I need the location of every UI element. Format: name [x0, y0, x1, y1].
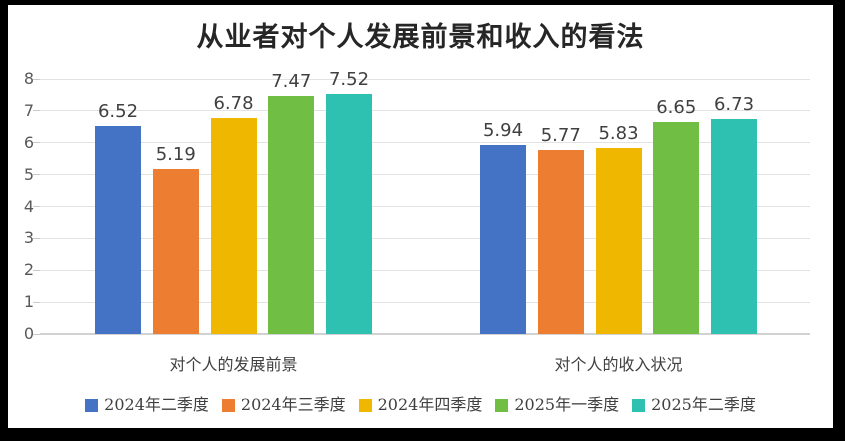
legend-item-2025年一季度: 2025年一季度 — [495, 396, 619, 414]
y-tick-mark — [33, 110, 41, 112]
y-tick-mark — [33, 237, 41, 239]
y-tick-mark — [33, 78, 41, 80]
legend-swatch — [632, 398, 646, 412]
legend: 2024年二季度 2024年三季度 2024年四季度 2025年一季度 2025年二季度 — [8, 396, 833, 414]
legend-item-2024年四季度: 2024年四季度 — [358, 395, 483, 414]
legend-item-2025年二季度: 2025年二季度 — [632, 396, 756, 414]
data-label: 6.65 — [656, 97, 697, 119]
y-tick-label: 5 — [23, 164, 34, 184]
gridline — [40, 206, 810, 207]
bar-2024年四季度-对个人的发展前景 — [210, 117, 257, 334]
gridline — [40, 78, 810, 80]
gridline — [40, 110, 810, 112]
data-label: 7.52 — [328, 69, 370, 91]
data-label: 6.78 — [213, 92, 254, 114]
legend-label: 2025年二季度 — [651, 395, 756, 414]
bar-2024年二季度-对个人的收入状况 — [480, 144, 526, 334]
bar-2024年四季度-对个人的收入状况 — [595, 148, 642, 334]
data-label: 5.94 — [482, 119, 524, 141]
y-tick-label: 6 — [23, 132, 34, 152]
legend-swatch — [85, 398, 99, 412]
category-label: 对个人的收入状况 — [554, 355, 683, 374]
bar-2025年一季度-对个人的收入状况 — [653, 122, 700, 334]
plot-area: 6.52 5.94 5.19 5.77 6.78 5.83 7.47 6.65 7.52 6.73 — [40, 69, 810, 335]
legend-swatch — [358, 398, 372, 412]
legend-label: 2025年一季度 — [514, 395, 620, 414]
legend-swatch — [495, 398, 509, 412]
y-tick-label: 2 — [23, 260, 34, 280]
bar-2024年三季度-对个人的发展前景 — [152, 168, 199, 334]
y-tick-label: 7 — [23, 100, 34, 120]
y-tick-mark — [33, 206, 41, 207]
x-axis-line — [40, 333, 810, 335]
y-tick-label: 3 — [23, 228, 34, 248]
y-tick-mark — [33, 142, 41, 144]
legend-label: 2024年二季度 — [104, 395, 209, 414]
y-tick-label: 4 — [23, 196, 34, 216]
data-label: 7.47 — [271, 70, 312, 92]
data-label: 6.52 — [97, 101, 139, 123]
bar-2025年一季度-对个人的发展前景 — [268, 95, 315, 334]
y-tick-mark — [33, 174, 41, 176]
gridline — [40, 142, 810, 144]
legend-item-2024年二季度: 2024年二季度 — [85, 396, 209, 414]
y-tick-label: 8 — [23, 69, 34, 88]
chart-title: 从业者对个人发展前景和收入的看法 — [196, 22, 645, 53]
legend-label: 2024年四季度 — [377, 395, 483, 414]
data-label: 6.73 — [713, 94, 755, 116]
data-label: 5.19 — [155, 143, 196, 165]
chart-panel: 从业者对个人发展前景和收入的看法 0 1 2 3 4 5 6 7 8 6.52 5.94 5.19 5… — [8, 5, 833, 428]
data-label: 5.77 — [540, 125, 581, 147]
legend-swatch — [221, 398, 235, 412]
y-tick-mark — [33, 301, 41, 303]
gridline — [40, 301, 810, 303]
gridline — [40, 269, 810, 271]
gridline — [40, 174, 810, 176]
bar-2024年三季度-对个人的收入状况 — [537, 150, 584, 334]
data-label: 5.83 — [598, 123, 639, 145]
legend-label: 2024年三季度 — [240, 395, 346, 414]
y-tick-label: 0 — [23, 324, 34, 343]
legend-item-2024年三季度: 2024年三季度 — [221, 395, 346, 414]
bar-2025年二季度-对个人的收入状况 — [711, 119, 757, 334]
y-tick-mark — [33, 269, 41, 271]
bar-2024年二季度-对个人的发展前景 — [95, 126, 141, 334]
y-tick-mark — [33, 333, 41, 335]
y-tick-label: 1 — [23, 292, 34, 312]
category-label: 对个人的发展前景 — [169, 355, 298, 374]
gridline — [40, 237, 810, 239]
bar-2025年二季度-对个人的发展前景 — [326, 94, 372, 334]
